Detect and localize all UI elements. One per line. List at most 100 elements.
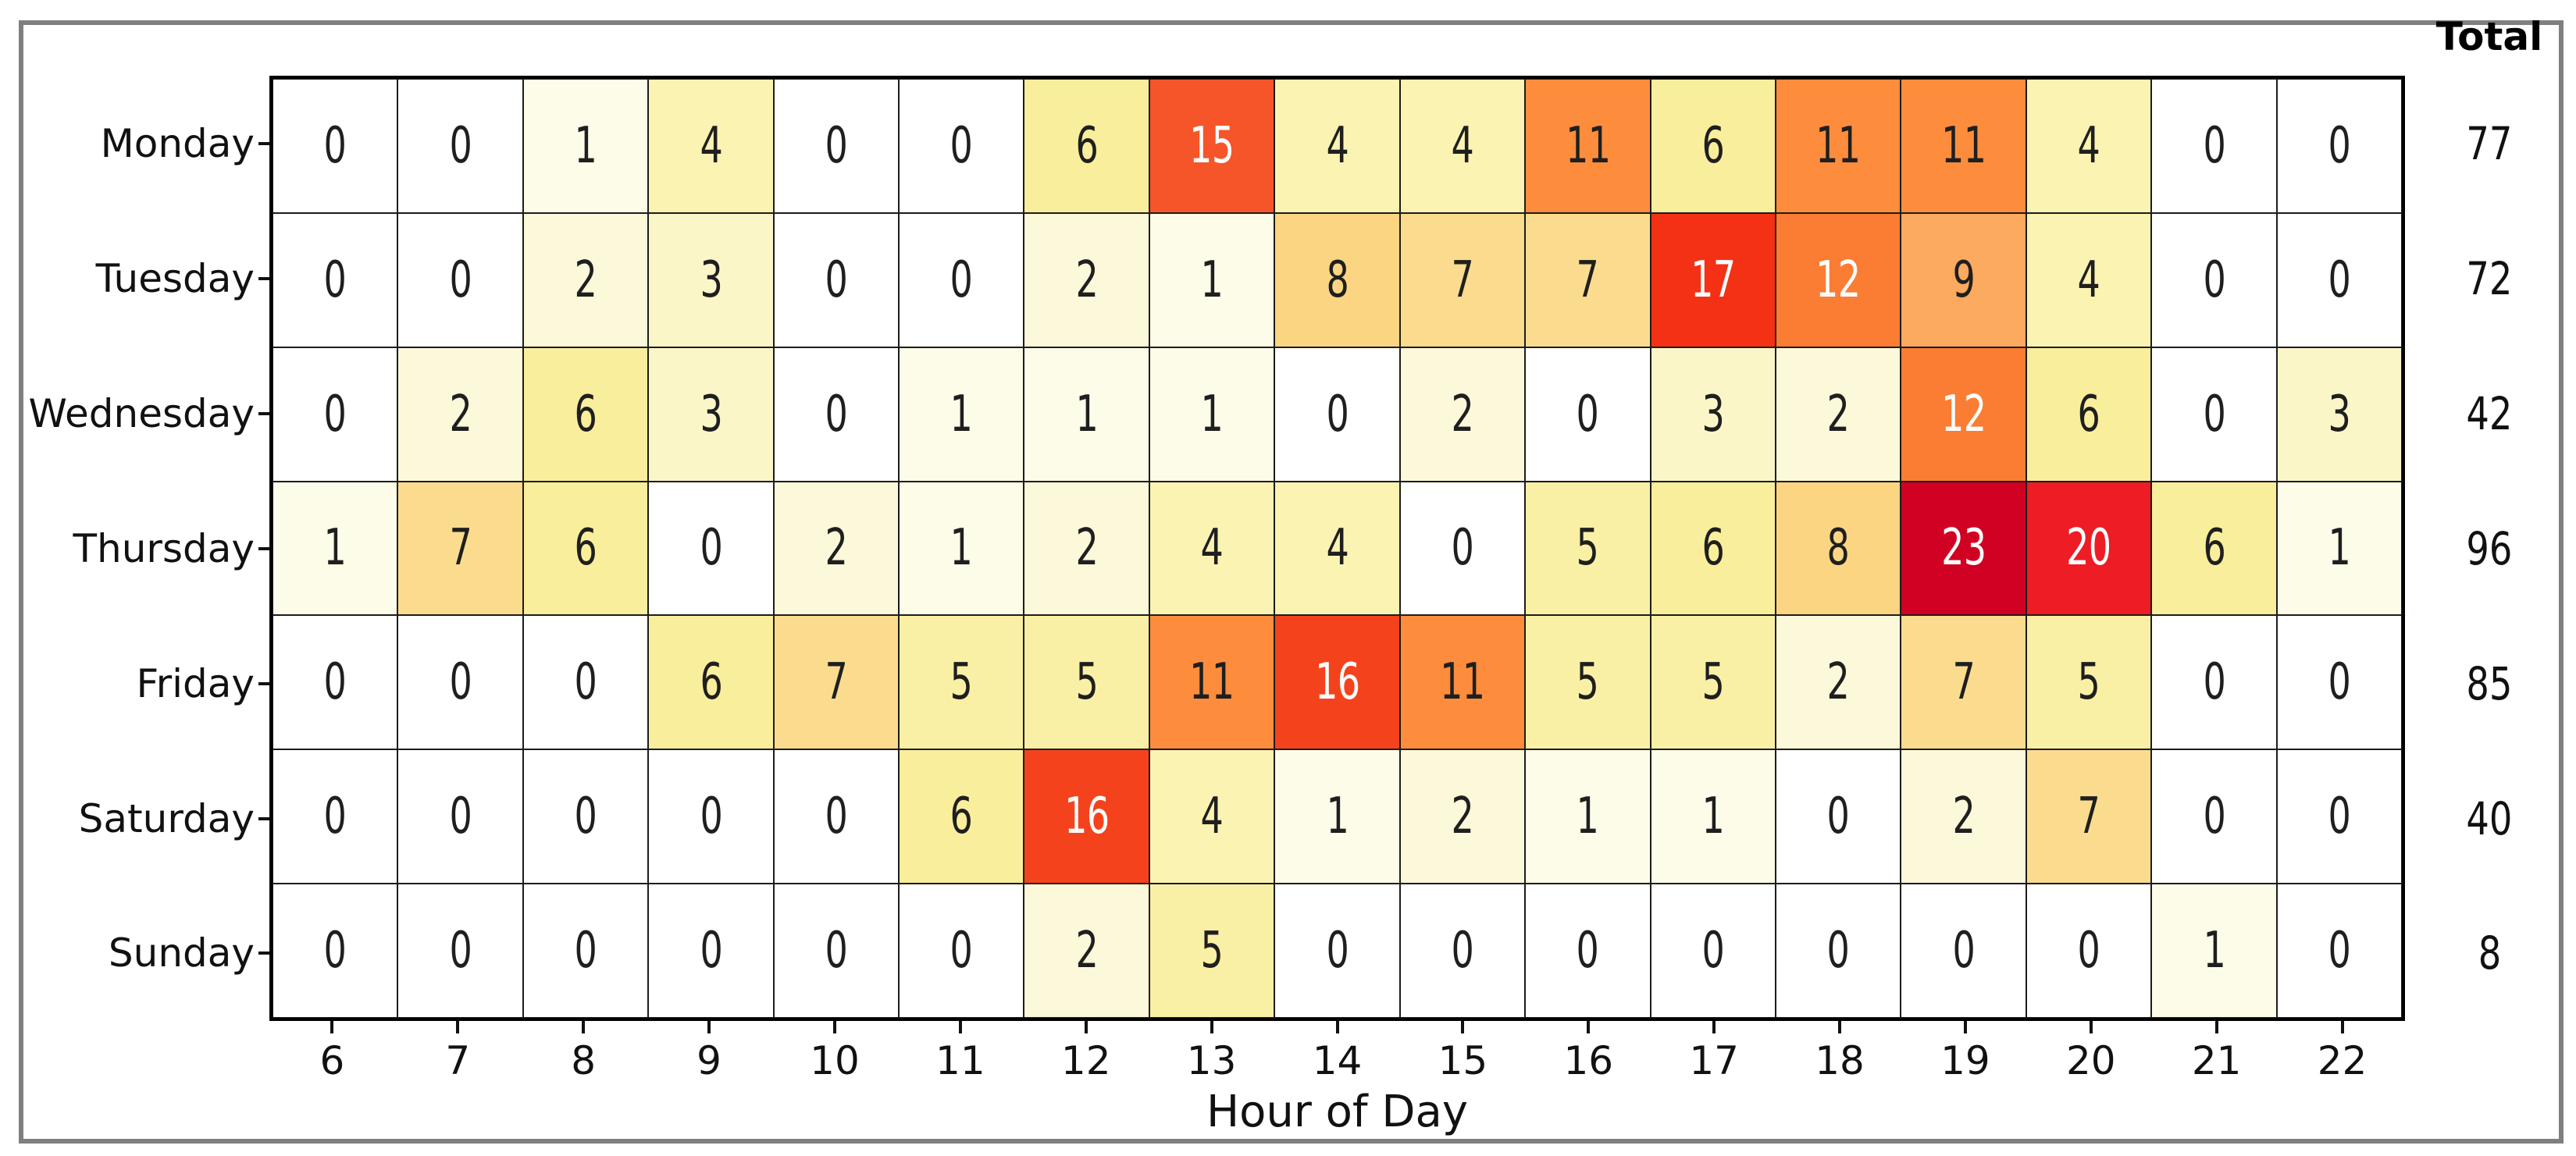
heatmap-cell: 2: [1775, 347, 1901, 482]
hour-tick-label: 17: [1689, 1038, 1739, 1083]
cell-value: 2: [1826, 653, 1850, 712]
heatmap-cell: 0: [273, 884, 398, 1018]
heatmap-cell: 0: [2276, 884, 2402, 1018]
x-tick-mark: [2340, 1021, 2344, 1033]
hour-tick-label: 20: [2065, 1038, 2116, 1083]
heatmap-cell: 0: [2276, 749, 2402, 884]
day-label: Monday: [100, 120, 255, 166]
heatmap-cell: 2: [1024, 481, 1149, 616]
heatmap-cell: 2: [1399, 749, 1526, 884]
heatmap-cell: 3: [2276, 347, 2402, 482]
heatmap-cell: 4: [648, 79, 774, 213]
cell-value: 1: [950, 519, 973, 578]
heatmap-cell: 12: [1901, 347, 2026, 482]
x-tick-mark: [1838, 1021, 1842, 1033]
heatmap-cell: 0: [2151, 615, 2277, 750]
heatmap-cell: 8: [1274, 212, 1400, 347]
heatmap-cell: 1: [1274, 749, 1400, 884]
heatmap-cell: 6: [2151, 481, 2277, 616]
heatmap-cell: 2: [1775, 615, 1901, 750]
heatmap-cell: 0: [2026, 884, 2152, 1018]
heatmap-cell: 11: [1775, 79, 1901, 213]
heatmap-cell: 0: [1399, 884, 1526, 1018]
cell-value: 1: [2328, 519, 2351, 578]
cell-value: 6: [2077, 385, 2100, 443]
heatmap-cell: 0: [2276, 212, 2402, 347]
cell-value: 3: [1701, 385, 1725, 443]
cell-value: 6: [574, 385, 597, 443]
heatmap-cell: 0: [522, 749, 649, 884]
row-total: 96: [2466, 521, 2513, 575]
cell-value: 0: [323, 385, 347, 443]
row-total: 42: [2466, 386, 2513, 440]
cell-value: 0: [2328, 251, 2351, 309]
heatmap-cell: 1: [1024, 347, 1149, 482]
x-tick-mark: [1587, 1021, 1591, 1033]
cell-value: 0: [825, 922, 848, 980]
cell-value: 3: [2328, 385, 2351, 443]
cell-value: 6: [950, 788, 973, 846]
cell-value: 4: [1326, 116, 1349, 175]
x-tick-mark: [456, 1021, 460, 1033]
heatmap-cell: 4: [2026, 79, 2152, 213]
cell-value: 0: [449, 116, 472, 175]
heatmap-cell: 1: [522, 79, 649, 213]
cell-value: 0: [323, 251, 347, 309]
cell-value: 4: [1200, 519, 1224, 578]
cell-value: 5: [1701, 653, 1725, 712]
row-total: 8: [2478, 927, 2501, 980]
cell-value: 17: [1691, 251, 1736, 309]
heatmap-cell: 0: [1525, 884, 1651, 1018]
hour-tick-label: 22: [2317, 1038, 2368, 1083]
heatmap-cell: 4: [1149, 481, 1275, 616]
day-label: Friday: [136, 660, 255, 706]
cell-value: 11: [1189, 653, 1235, 712]
heatmap-cell: 4: [1399, 79, 1526, 213]
cell-value: 1: [950, 385, 973, 443]
heatmap-cell: 0: [648, 481, 774, 616]
y-tick-mark: [258, 546, 269, 550]
heatmap-cell: 5: [1525, 615, 1651, 750]
heatmap-cell: 6: [648, 615, 774, 750]
heatmap-cell: 2: [522, 212, 649, 347]
cell-value: 1: [323, 519, 347, 578]
heatmap-cell: 1: [899, 347, 1024, 482]
hour-tick-label: 9: [697, 1038, 721, 1083]
total-column-header: Total: [2435, 14, 2543, 59]
cell-value: 6: [574, 519, 597, 578]
x-axis-title: Hour of Day: [1206, 1087, 1469, 1137]
heatmap-cell: 17: [1650, 212, 1776, 347]
heatmap-cell: 3: [648, 347, 774, 482]
day-label: Thursday: [73, 525, 255, 571]
row-total: 77: [2466, 116, 2513, 170]
heatmap-cell: 2: [1901, 749, 2026, 884]
heatmap-cell: 11: [1901, 79, 2026, 213]
heatmap-cell: 6: [2026, 347, 2152, 482]
heatmap-cell: 4: [1274, 79, 1400, 213]
x-tick-mark: [1210, 1021, 1213, 1033]
heatmap-cell: 6: [1024, 79, 1149, 213]
cell-value: 0: [449, 788, 472, 846]
cell-value: 0: [1326, 922, 1349, 980]
hour-tick-label: 6: [319, 1038, 345, 1083]
heatmap-cell: 6: [1650, 481, 1776, 616]
x-tick-mark: [582, 1021, 586, 1033]
cell-value: 0: [2328, 653, 2351, 712]
hour-tick-label: 14: [1312, 1038, 1363, 1083]
x-tick-mark: [1963, 1021, 1967, 1033]
cell-value: 11: [1940, 116, 1986, 175]
cell-value: 5: [1200, 922, 1224, 980]
cell-value: 5: [1075, 653, 1098, 712]
heatmap-cell: 2: [773, 481, 900, 616]
cell-value: 7: [1577, 251, 1599, 309]
cell-value: 0: [2203, 116, 2225, 175]
y-tick-mark: [258, 141, 269, 145]
heatmap-cell: 0: [2151, 79, 2277, 213]
cell-value: 0: [700, 788, 722, 846]
heatmap-cell: 0: [1399, 481, 1526, 616]
heatmap-cell: 5: [1024, 615, 1149, 750]
cell-value: 11: [1565, 116, 1611, 175]
heatmap-cell: 0: [1775, 884, 1901, 1018]
hour-tick-label: 13: [1186, 1038, 1237, 1083]
cell-value: 6: [2203, 519, 2225, 578]
